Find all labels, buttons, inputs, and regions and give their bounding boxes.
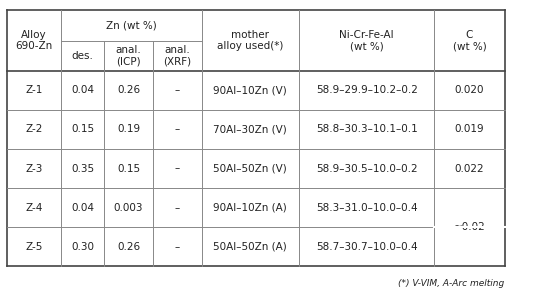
Text: Ni-Cr-Fe-Al
(wt %): Ni-Cr-Fe-Al (wt %)	[339, 30, 394, 51]
Text: Z-1: Z-1	[25, 85, 42, 95]
Text: –: –	[175, 164, 180, 174]
Text: 58.8–30.3–10.1–0.1: 58.8–30.3–10.1–0.1	[316, 124, 418, 134]
Text: 0.15: 0.15	[71, 124, 94, 134]
Text: Zn (wt %): Zn (wt %)	[106, 20, 157, 30]
Text: 58.9–30.5–10.0–0.2: 58.9–30.5–10.0–0.2	[316, 164, 418, 174]
Text: 0.020: 0.020	[455, 85, 484, 95]
Text: 0.30: 0.30	[71, 242, 94, 252]
Text: C
(wt %): C (wt %)	[453, 30, 486, 51]
Text: –: –	[175, 242, 180, 252]
Text: 0.15: 0.15	[117, 164, 140, 174]
Text: Z-4: Z-4	[25, 203, 42, 213]
Text: Z-3: Z-3	[25, 164, 42, 174]
Text: 70Al–30Zn (V): 70Al–30Zn (V)	[213, 124, 287, 134]
Text: 58.9–29.9–10.2–0.2: 58.9–29.9–10.2–0.2	[316, 85, 418, 95]
Text: 50Al–50Zn (V): 50Al–50Zn (V)	[213, 164, 287, 174]
Text: mother
alloy used(*): mother alloy used(*)	[217, 30, 283, 51]
Text: 0.003: 0.003	[114, 203, 143, 213]
Text: Z-5: Z-5	[25, 242, 42, 252]
Text: 0.19: 0.19	[117, 124, 140, 134]
Text: ~0.02: ~0.02	[454, 222, 485, 232]
Text: 0.35: 0.35	[71, 164, 94, 174]
Text: 0.04: 0.04	[71, 203, 94, 213]
Text: anal.
(ICP): anal. (ICP)	[116, 45, 141, 66]
Text: –: –	[175, 124, 180, 134]
Text: 0.26: 0.26	[117, 85, 140, 95]
Text: 58.3–31.0–10.0–0.4: 58.3–31.0–10.0–0.4	[316, 203, 418, 213]
Text: 90Al–10Zn (V): 90Al–10Zn (V)	[213, 85, 287, 95]
Text: 0.022: 0.022	[455, 164, 484, 174]
Text: Alloy
690-Zn: Alloy 690-Zn	[15, 30, 52, 51]
Text: 50Al–50Zn (A): 50Al–50Zn (A)	[213, 242, 287, 252]
Text: –: –	[175, 203, 180, 213]
Text: Z-2: Z-2	[25, 124, 42, 134]
Text: 90Al–10Zn (A): 90Al–10Zn (A)	[213, 203, 287, 213]
Text: (*) V-VIM, A-Arc melting: (*) V-VIM, A-Arc melting	[398, 278, 505, 288]
Text: 0.26: 0.26	[117, 242, 140, 252]
Text: –: –	[175, 85, 180, 95]
Text: 0.019: 0.019	[455, 124, 484, 134]
Text: anal.
(XRF): anal. (XRF)	[163, 45, 191, 66]
Text: 58.7–30.7–10.0–0.4: 58.7–30.7–10.0–0.4	[316, 242, 418, 252]
Text: 0.04: 0.04	[71, 85, 94, 95]
Text: des.: des.	[72, 50, 94, 60]
